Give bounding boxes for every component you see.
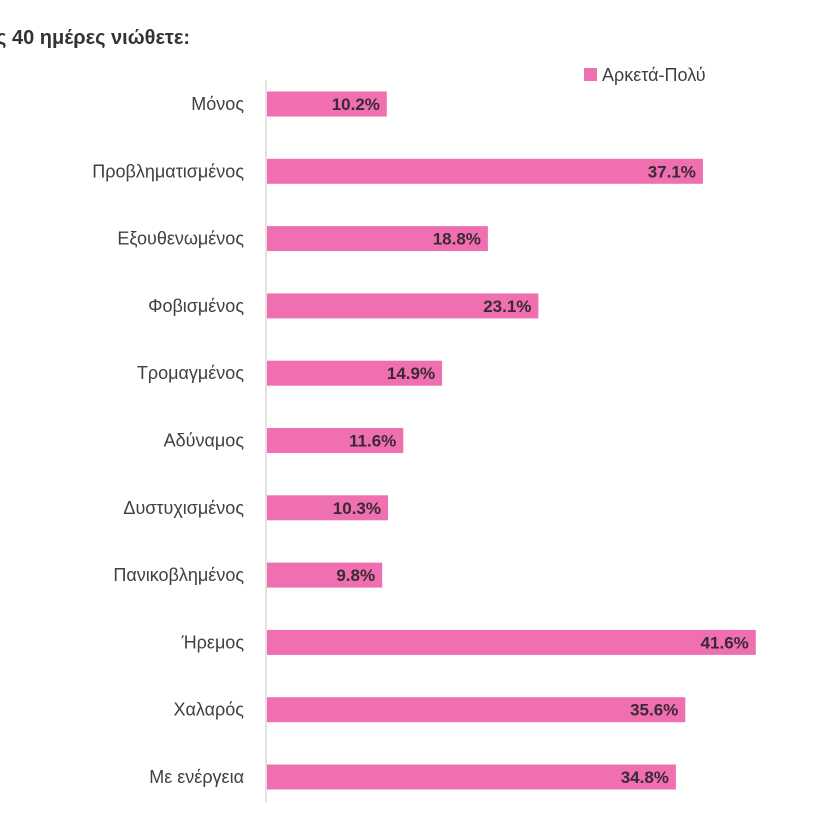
bar [267, 293, 539, 319]
value-label: 34.8% [621, 768, 669, 787]
value-label: 10.3% [333, 499, 381, 518]
value-labels: 10.2% 37.1% 18.8% 23.1% 14.9% 11.6% 10.3% 9.8% 4… [332, 95, 749, 787]
bar [267, 764, 676, 790]
category-label: Πανικοβλημένος [113, 565, 244, 585]
category-label: Τρομαγμένος [137, 363, 244, 383]
value-label: 23.1% [483, 297, 531, 316]
bar [267, 226, 488, 252]
value-label: 18.8% [433, 230, 481, 249]
category-label: Εξουθενωμένος [117, 229, 244, 249]
legend-swatch [584, 68, 597, 81]
category-label: Με ενέργεια [149, 767, 244, 787]
category-labels: Μόνος Προβληματισμένος Εξουθενωμένος Φοβισμ… [92, 94, 244, 787]
value-label: 35.6% [630, 701, 678, 720]
bar [267, 495, 388, 521]
chart-title: ς 40 ημέρες νιώθετε: [0, 27, 190, 49]
value-label: 10.2% [332, 95, 380, 114]
bar [267, 158, 703, 184]
category-label: Δυστυχισμένος [123, 498, 244, 518]
bar [267, 428, 404, 453]
category-label: Χαλαρός [174, 700, 245, 720]
value-label: 41.6% [701, 633, 749, 652]
bars-group [267, 91, 756, 790]
value-label: 9.8% [336, 566, 375, 585]
category-label: Ήρεμος [181, 632, 245, 652]
category-label: Φοβισμένος [148, 296, 244, 316]
category-label: Αδύναμος [164, 431, 245, 451]
category-label: Μόνος [191, 94, 244, 114]
legend: Αρκετά-Πολύ [584, 65, 706, 85]
value-label: 37.1% [648, 162, 696, 181]
bar [267, 91, 387, 117]
legend-label: Αρκετά-Πολύ [602, 65, 706, 85]
bar [267, 697, 686, 723]
bar [267, 562, 383, 588]
value-label: 14.9% [387, 364, 435, 383]
bar [267, 360, 443, 386]
category-label: Προβληματισμένος [92, 161, 244, 181]
value-label: 11.6% [349, 432, 396, 451]
bar [267, 629, 756, 655]
